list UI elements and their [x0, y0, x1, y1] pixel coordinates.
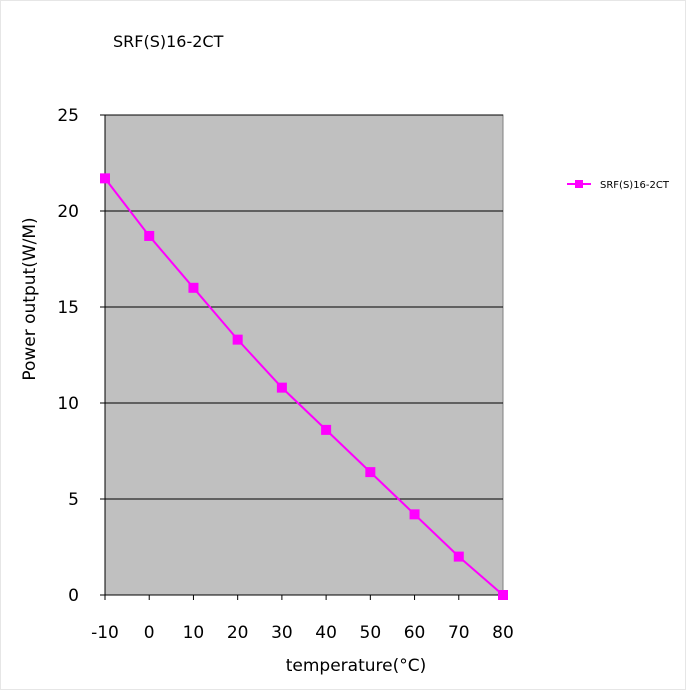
x-tick-label: 20	[227, 623, 249, 643]
data-point	[100, 173, 110, 184]
y-tick-labels: 0 5 10 15 20 25	[57, 106, 79, 606]
x-tick-label: 60	[404, 623, 426, 643]
data-point	[365, 467, 376, 478]
y-tick-label: 25	[57, 106, 79, 126]
x-axis-label: temperature(°C)	[286, 656, 427, 676]
x-tick-label: 30	[271, 623, 293, 643]
data-point	[498, 590, 508, 600]
chart-title: SRF(S)16-2CT	[113, 32, 224, 51]
data-point	[276, 382, 287, 393]
x-tick-label: 50	[360, 623, 382, 643]
x-tick-label: -10	[91, 623, 119, 643]
data-point	[321, 424, 332, 435]
data-point	[232, 334, 243, 345]
legend: SRF(S)16-2CT	[567, 180, 670, 191]
y-tick-label: 0	[68, 586, 79, 606]
series-group	[100, 173, 508, 600]
x-tick-label: 40	[315, 623, 337, 643]
y-axis-label: Power output(W/M)	[20, 217, 40, 380]
data-point	[409, 509, 420, 520]
gridlines	[105, 114, 503, 500]
series-line	[104, 177, 504, 596]
y-tick-label: 5	[68, 490, 79, 510]
x-tick-label: 0	[144, 623, 155, 643]
y-tick-label: 20	[57, 202, 79, 222]
data-point	[144, 230, 155, 241]
data-point	[453, 551, 464, 562]
legend-series-label: SRF(S)16-2CT	[600, 180, 670, 191]
plot-area	[104, 114, 504, 596]
y-tick-label: 10	[57, 394, 79, 414]
x-tick-labels: -10 0 10 20 30 40 50 60 70 80	[91, 623, 514, 643]
x-tick-label: 70	[448, 623, 470, 643]
data-point	[188, 282, 199, 293]
legend-series-marker	[575, 180, 583, 188]
x-tick-label: 80	[492, 623, 514, 643]
y-tick-label: 15	[57, 298, 79, 318]
x-tick-label: 10	[183, 623, 205, 643]
